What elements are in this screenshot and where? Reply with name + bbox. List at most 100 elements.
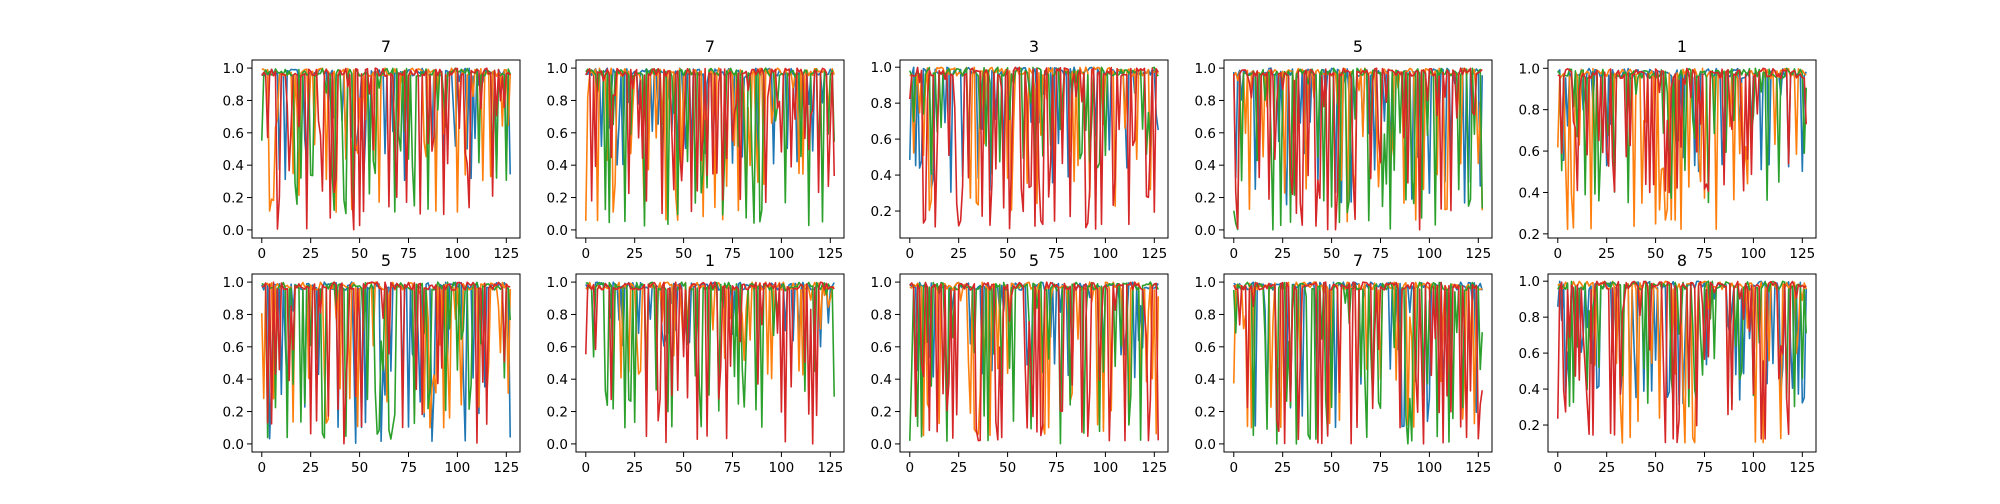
subplot-7: 1 0 25 50 75 100 125 0.0 0.2 0.4 0.6 0.8 1.0 [547, 251, 845, 476]
x-tick-label: 100 [1741, 246, 1767, 262]
x-tick-label: 125 [1465, 246, 1491, 262]
axes-frame [899, 273, 1169, 453]
axes-frame [1547, 273, 1817, 453]
y-tick-label: 0.2 [1195, 191, 1216, 207]
subplot-title: 7 [705, 37, 715, 56]
x-tick-label: 100 [1093, 246, 1119, 262]
x-tick-label: 50 [351, 246, 368, 262]
x-tick-label: 125 [817, 460, 843, 476]
y-tick-label: 0.2 [1519, 227, 1540, 243]
subplot-title: 1 [705, 251, 715, 270]
subplot-title: 7 [1353, 251, 1363, 270]
y-tick-label: 1.0 [223, 275, 244, 291]
subplot-2: 7 0 25 50 75 100 125 0.0 0.2 0.4 0.6 0.8 1.0 [547, 37, 845, 262]
axes-frame [575, 59, 845, 239]
x-tick-label: 50 [999, 460, 1016, 476]
y-tick-label: 0.2 [223, 405, 244, 421]
x-tick-label: 125 [1141, 246, 1167, 262]
x-tick-label: 75 [1696, 246, 1713, 262]
y-tick-label: 0.6 [871, 132, 892, 148]
y-tick-label: 0.0 [223, 437, 244, 453]
x-tick-label: 125 [1789, 246, 1815, 262]
y-tick-label: 0.2 [871, 405, 892, 421]
x-tick-label: 75 [1048, 460, 1065, 476]
series-line-4 [909, 281, 1160, 442]
series-line-4 [1233, 281, 1484, 445]
subplot-title: 5 [1353, 37, 1363, 56]
y-tick-label: 0.8 [871, 96, 892, 112]
subplot-3: 3 0 25 50 75 100 125 0.2 0.4 0.6 0.8 1.0 [871, 37, 1169, 262]
y-tick-label: 0.2 [871, 204, 892, 220]
x-tick-label: 100 [1093, 460, 1119, 476]
y-tick-label: 0.8 [1519, 310, 1540, 326]
y-tick-label: 0.2 [1195, 405, 1216, 421]
x-tick-label: 50 [675, 246, 692, 262]
y-tick-label: 0.2 [223, 191, 244, 207]
subplot-title: 5 [381, 251, 391, 270]
x-tick-label: 100 [769, 460, 795, 476]
subplot-10: 8 0 25 50 75 100 125 0.2 0.4 0.6 0.8 1.0 [1519, 251, 1817, 476]
y-tick-label: 0.8 [547, 307, 568, 323]
subplot-title: 3 [1029, 37, 1039, 56]
x-tick-label: 0 [581, 460, 590, 476]
y-tick-label: 0.4 [223, 158, 244, 174]
x-tick-label: 50 [1323, 246, 1340, 262]
series-line-2 [260, 281, 512, 429]
y-tick-label: 0.4 [1519, 382, 1540, 398]
x-tick-label: 50 [675, 460, 692, 476]
y-tick-label: 1.0 [871, 275, 892, 291]
x-tick-label: 75 [724, 246, 741, 262]
x-tick-label: 125 [1141, 460, 1167, 476]
x-tick-label: 50 [999, 246, 1016, 262]
y-tick-label: 0.0 [1195, 437, 1216, 453]
y-tick-label: 0.4 [547, 158, 568, 174]
x-tick-label: 125 [493, 460, 519, 476]
y-tick-label: 0.0 [1195, 223, 1216, 239]
x-tick-label: 0 [581, 246, 590, 262]
y-tick-label: 0.2 [547, 405, 568, 421]
axes-frame [575, 273, 845, 453]
y-tick-label: 0.0 [871, 437, 892, 453]
series-line-4 [584, 281, 835, 445]
series-line-3 [1557, 67, 1808, 204]
y-tick-label: 1.0 [1519, 274, 1540, 290]
x-tick-label: 75 [400, 460, 417, 476]
x-tick-label: 25 [1274, 246, 1291, 262]
series-line-3 [1557, 280, 1808, 408]
axes-frame [1223, 273, 1493, 453]
x-tick-label: 100 [769, 246, 795, 262]
x-tick-label: 75 [724, 460, 741, 476]
y-tick-label: 1.0 [1195, 61, 1216, 77]
y-tick-label: 1.0 [547, 275, 568, 291]
series-line-3 [585, 67, 836, 227]
subplot-title: 1 [1677, 37, 1687, 56]
x-tick-label: 25 [1274, 460, 1291, 476]
axes-frame [899, 59, 1169, 239]
x-tick-label: 75 [1048, 246, 1065, 262]
x-tick-label: 0 [257, 460, 266, 476]
y-tick-label: 0.6 [1195, 340, 1216, 356]
x-tick-label: 75 [1696, 460, 1713, 476]
series-line-4 [585, 67, 836, 215]
x-tick-label: 125 [1465, 460, 1491, 476]
y-tick-label: 0.2 [547, 191, 568, 207]
y-tick-label: 0.4 [223, 372, 244, 388]
x-tick-label: 75 [1372, 246, 1389, 262]
series-line-4 [261, 67, 511, 231]
x-tick-label: 25 [302, 246, 319, 262]
x-tick-label: 0 [1229, 460, 1238, 476]
x-tick-label: 25 [1598, 460, 1615, 476]
y-tick-label: 0.4 [1519, 185, 1540, 201]
x-tick-label: 100 [445, 246, 471, 262]
x-tick-label: 25 [950, 246, 967, 262]
series-line-4 [1557, 67, 1808, 194]
x-tick-label: 0 [905, 460, 914, 476]
y-tick-label: 0.8 [547, 93, 568, 109]
x-tick-label: 75 [1372, 460, 1389, 476]
y-tick-label: 0.6 [547, 340, 568, 356]
x-tick-label: 0 [257, 246, 266, 262]
